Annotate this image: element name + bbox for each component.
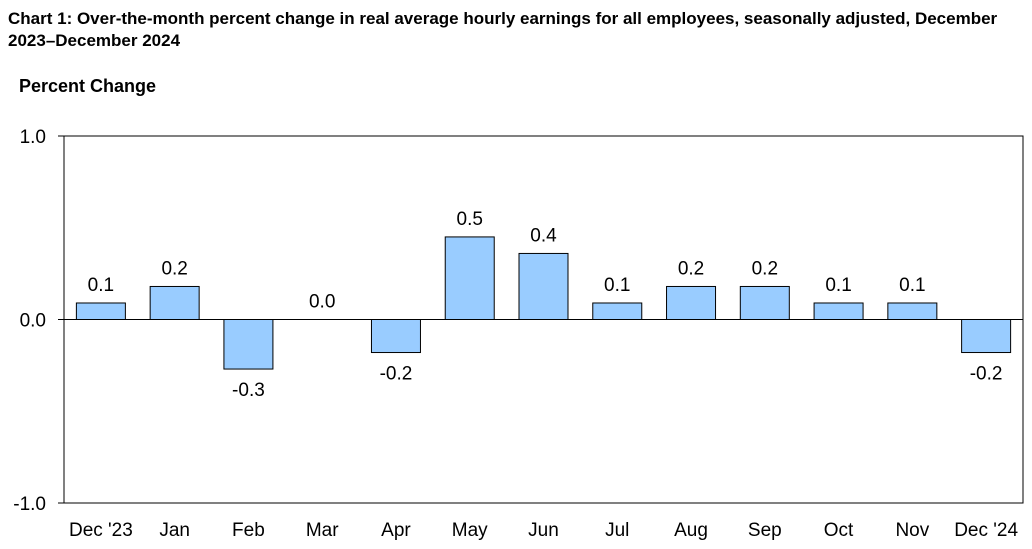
data-label-11: 0.1 (899, 275, 925, 296)
x-tick-label-9: Sep (748, 520, 782, 541)
x-tick-label-5: May (452, 520, 488, 541)
x-tick-label-6: Jun (528, 520, 559, 541)
bar-4 (370, 319, 421, 354)
x-tick-label-0: Dec '23 (69, 520, 133, 541)
bar-7 (592, 302, 643, 320)
x-tick-label-3: Mar (306, 520, 339, 541)
data-label-1: 0.2 (161, 258, 187, 279)
x-tick-label-4: Apr (381, 520, 411, 541)
bar-2 (223, 319, 274, 370)
x-tick-label-12: Dec '24 (954, 520, 1018, 541)
x-tick-label-7: Jul (605, 520, 629, 541)
y-axis-label: Percent Change (19, 76, 157, 96)
x-tick-label-11: Nov (895, 520, 929, 541)
data-label-2: -0.3 (232, 380, 265, 401)
data-label-7: 0.1 (604, 275, 630, 296)
y-tick-label-1: 0.0 (20, 311, 46, 332)
bar-12 (961, 319, 1012, 354)
chart-title: Chart 1: Over-the-month percent change i… (8, 9, 998, 50)
bar-8 (666, 285, 717, 320)
bar-9 (739, 285, 790, 320)
data-label-5: 0.5 (457, 209, 483, 230)
x-tick-label-1: Jan (159, 520, 190, 541)
bar-6 (518, 252, 569, 320)
bar-1 (149, 285, 200, 320)
x-tick-label-2: Feb (232, 520, 265, 541)
data-label-4: -0.2 (380, 364, 413, 385)
bar-11 (887, 302, 938, 320)
x-tick-label-8: Aug (674, 520, 708, 541)
y-tick-label-2: -1.0 (13, 494, 46, 515)
bar-0 (75, 302, 126, 320)
bar-10 (813, 302, 864, 320)
data-label-3: 0.0 (309, 292, 335, 313)
y-tick-label-0: 1.0 (20, 127, 46, 148)
data-label-12: -0.2 (970, 364, 1003, 385)
data-label-6: 0.4 (530, 225, 557, 246)
data-label-0: 0.1 (88, 275, 114, 296)
data-label-8: 0.2 (678, 258, 704, 279)
data-label-10: 0.1 (825, 275, 851, 296)
bar-5 (444, 236, 495, 320)
data-label-9: 0.2 (752, 258, 778, 279)
x-tick-label-10: Oct (824, 520, 854, 541)
